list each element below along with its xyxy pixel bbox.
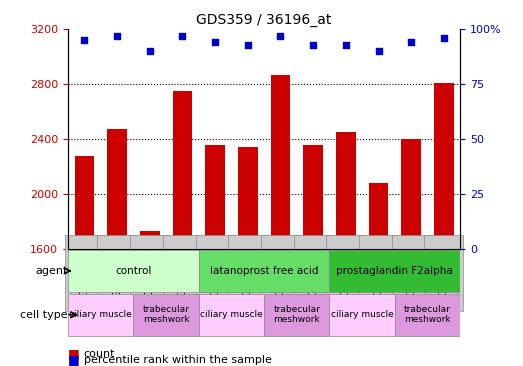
Point (244, 42, 252, 48)
Text: GSM6682: GSM6682 (243, 250, 253, 296)
Text: trabecular
meshwork: trabecular meshwork (274, 305, 320, 325)
Text: GSM6686: GSM6686 (373, 250, 383, 296)
Text: GSM6681: GSM6681 (210, 250, 220, 296)
Text: control: control (115, 266, 152, 276)
Text: GSM6687: GSM6687 (406, 250, 416, 296)
FancyBboxPatch shape (329, 250, 460, 292)
Text: GSM7624: GSM7624 (177, 250, 187, 296)
Text: ciliary muscle: ciliary muscle (331, 310, 393, 319)
Point (113, 33, 121, 39)
Text: ■: ■ (68, 353, 79, 366)
Title: GDS359 / 36196_at: GDS359 / 36196_at (197, 13, 332, 27)
Text: GSM6688: GSM6688 (439, 250, 449, 296)
FancyBboxPatch shape (264, 294, 329, 336)
FancyBboxPatch shape (199, 294, 264, 336)
Text: ciliary muscle: ciliary muscle (200, 310, 263, 319)
Point (276, 33, 285, 39)
Point (211, 40, 219, 45)
Bar (238, 147, 257, 249)
Point (80, 37, 88, 43)
Bar (206, 145, 225, 249)
Point (145, 48, 154, 54)
Text: trabecular
meshwork: trabecular meshwork (143, 305, 189, 325)
FancyBboxPatch shape (199, 250, 329, 292)
Text: prostaglandin F2alpha: prostaglandin F2alpha (336, 266, 453, 276)
Text: GSM6684: GSM6684 (308, 250, 318, 296)
FancyBboxPatch shape (329, 294, 395, 336)
Bar (434, 83, 453, 249)
Text: cell type: cell type (20, 310, 68, 320)
Text: latanoprost free acid: latanoprost free acid (210, 266, 319, 276)
Bar (173, 91, 192, 249)
Bar (369, 183, 388, 249)
Text: GSM7621: GSM7621 (79, 250, 89, 296)
FancyBboxPatch shape (133, 294, 199, 336)
Text: GSM7623: GSM7623 (145, 250, 155, 296)
FancyBboxPatch shape (395, 294, 460, 336)
Text: GSM6685: GSM6685 (341, 250, 351, 296)
Bar (336, 132, 356, 249)
Text: count: count (84, 349, 115, 359)
Text: agent: agent (36, 266, 68, 276)
Text: percentile rank within the sample: percentile rank within the sample (84, 355, 271, 365)
FancyBboxPatch shape (68, 294, 133, 336)
Bar (140, 231, 160, 249)
Point (309, 42, 317, 48)
Bar (107, 130, 127, 249)
Bar (271, 75, 290, 249)
Point (407, 40, 415, 45)
Text: trabecular
meshwork: trabecular meshwork (404, 305, 451, 325)
Bar (74, 156, 94, 249)
Text: GSM7622: GSM7622 (112, 250, 122, 296)
Text: GSM6683: GSM6683 (276, 250, 286, 296)
Point (374, 48, 383, 54)
Bar (303, 145, 323, 249)
Point (178, 33, 187, 39)
FancyBboxPatch shape (68, 250, 199, 292)
Text: ■: ■ (68, 347, 79, 360)
Point (342, 42, 350, 48)
Bar (402, 139, 421, 249)
Point (440, 35, 448, 41)
Text: ciliary muscle: ciliary muscle (70, 310, 132, 319)
